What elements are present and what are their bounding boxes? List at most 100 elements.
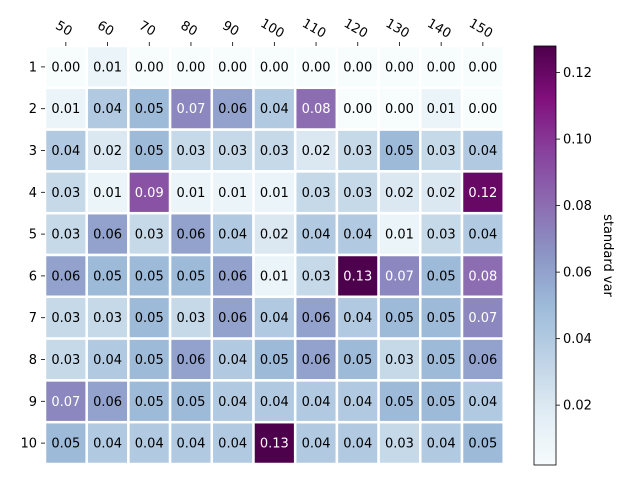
colorbar: 0.02 0.04 0.06 0.08 0.10 0.12 <box>533 45 592 466</box>
cell-value-label: 0.05 <box>427 395 456 410</box>
x-tick-label: 110 <box>299 16 328 41</box>
cell-value-label: 0.01 <box>51 102 80 117</box>
x-tick-label: 90 <box>219 18 241 39</box>
cell-value-label: 0.00 <box>260 60 289 75</box>
heatmap-cell <box>43 128 88 173</box>
cell-value-label: 0.04 <box>218 353 247 368</box>
cell-value-label: 0.03 <box>176 311 205 326</box>
heatmap-cell <box>43 379 88 424</box>
cell-value-label: 0.03 <box>93 311 122 326</box>
cell-value-label: 0.04 <box>176 437 205 452</box>
heatmap-cell <box>210 128 255 173</box>
heatmap-cell <box>127 379 172 424</box>
heatmap-cell <box>460 128 505 173</box>
cell-value-label: 0.01 <box>427 102 456 117</box>
cell-value-label: 0.05 <box>135 395 164 410</box>
cell-value-label: 0.07 <box>468 311 497 326</box>
heatmap-cell <box>252 253 297 299</box>
cell-value-label: 0.00 <box>218 60 247 75</box>
cell-value-label: 0.02 <box>260 228 289 243</box>
cell-value-label: 0.05 <box>135 144 164 159</box>
heatmap-cell <box>460 379 505 424</box>
cell-value-label: 0.01 <box>260 269 289 284</box>
y-tick-label: 1 <box>29 60 37 75</box>
y-axis-ticks: 1 2 3 4 5 6 7 8 9 10 <box>20 60 45 452</box>
heatmap-cell <box>127 295 172 340</box>
x-tick-label: 130 <box>383 16 412 41</box>
cell-value-label: 0.05 <box>427 353 456 368</box>
cell-value-label: 0.05 <box>468 437 497 452</box>
cell-value-label: 0.00 <box>176 60 205 75</box>
colorbar-gradient <box>533 45 557 466</box>
heatmap-cell <box>419 420 464 466</box>
cell-value-label: 0.05 <box>343 353 372 368</box>
cell-value-label: 0.01 <box>260 186 289 201</box>
cell-value-label: 0.08 <box>468 269 497 284</box>
cell-value-label: 0.05 <box>385 395 414 410</box>
cell-value-label: 0.04 <box>93 437 122 452</box>
cell-value-label: 0.04 <box>218 395 247 410</box>
cell-value-label: 0.04 <box>468 228 497 243</box>
cell-value-label: 0.03 <box>302 186 331 201</box>
y-tick-label: 10 <box>20 437 37 452</box>
heatmap-cell <box>168 337 214 382</box>
y-tick-label: 6 <box>29 269 37 284</box>
cell-value-label: 0.06 <box>218 311 247 326</box>
cell-value-label: 0.00 <box>468 102 497 117</box>
cell-value-label: 0.06 <box>176 353 205 368</box>
cell-value-label: 0.06 <box>51 269 80 284</box>
heatmap-cell <box>460 295 505 340</box>
heatmap-cells <box>43 44 505 466</box>
cell-value-label: 0.04 <box>343 311 372 326</box>
cell-value-label: 0.04 <box>260 311 289 326</box>
cell-value-label: 0.06 <box>302 311 331 326</box>
x-tick-label: 80 <box>178 18 200 39</box>
cell-value-label: 0.04 <box>427 437 456 452</box>
x-tick-label: 60 <box>94 18 116 39</box>
cell-value-label: 0.06 <box>302 353 331 368</box>
heatmap-cell <box>460 420 505 466</box>
heatmap-cell <box>335 86 380 131</box>
cell-value-label: 0.04 <box>135 437 164 452</box>
cell-value-label: 0.07 <box>385 269 414 284</box>
cell-value-label: 0.03 <box>385 353 414 368</box>
colorbar-tick-label: 0.06 <box>563 266 592 281</box>
cell-value-label: 0.03 <box>427 144 456 159</box>
y-tick-label: 8 <box>29 353 37 368</box>
cell-value-label: 0.02 <box>302 144 331 159</box>
y-tick-label: 9 <box>29 395 37 410</box>
cell-value-label: 0.04 <box>218 437 247 452</box>
heatmap-cell <box>335 44 380 90</box>
cell-value-label: 0.00 <box>302 60 331 75</box>
cell-value-label: 0.01 <box>176 186 205 201</box>
cell-value-label: 0.00 <box>343 102 372 117</box>
colorbar-tick-label: 0.04 <box>563 332 592 347</box>
cell-value-label: 0.05 <box>135 269 164 284</box>
heatmap-cell <box>168 211 214 257</box>
cell-value-label: 0.03 <box>51 311 80 326</box>
y-tick-label: 3 <box>29 144 37 159</box>
heatmap-cell <box>85 337 130 382</box>
x-tick-label: 50 <box>53 18 75 39</box>
cell-value-label: 0.01 <box>93 186 122 201</box>
cell-value-label: 0.05 <box>427 311 456 326</box>
heatmap-cell <box>168 420 214 466</box>
heatmap-cell <box>293 211 339 257</box>
heatmap-cell <box>377 253 422 299</box>
cell-value-label: 0.00 <box>51 60 80 75</box>
x-tick-label: 140 <box>424 16 453 41</box>
cell-value-label: 0.06 <box>468 353 497 368</box>
cell-value-label: 0.02 <box>427 186 456 201</box>
cell-value-label: 0.00 <box>468 60 497 75</box>
heatmap-cell <box>335 379 380 424</box>
colorbar-tick-label: 0.12 <box>563 66 592 81</box>
heatmap-cell <box>377 128 422 173</box>
cell-value-label: 0.05 <box>93 269 122 284</box>
heatmap-cell <box>210 337 255 382</box>
cell-value-label: 0.02 <box>385 186 414 201</box>
cell-value-label: 0.13 <box>343 269 372 284</box>
cell-value-label: 0.04 <box>468 395 497 410</box>
cell-value-label: 0.05 <box>260 353 289 368</box>
cell-value-label: 0.00 <box>135 60 164 75</box>
